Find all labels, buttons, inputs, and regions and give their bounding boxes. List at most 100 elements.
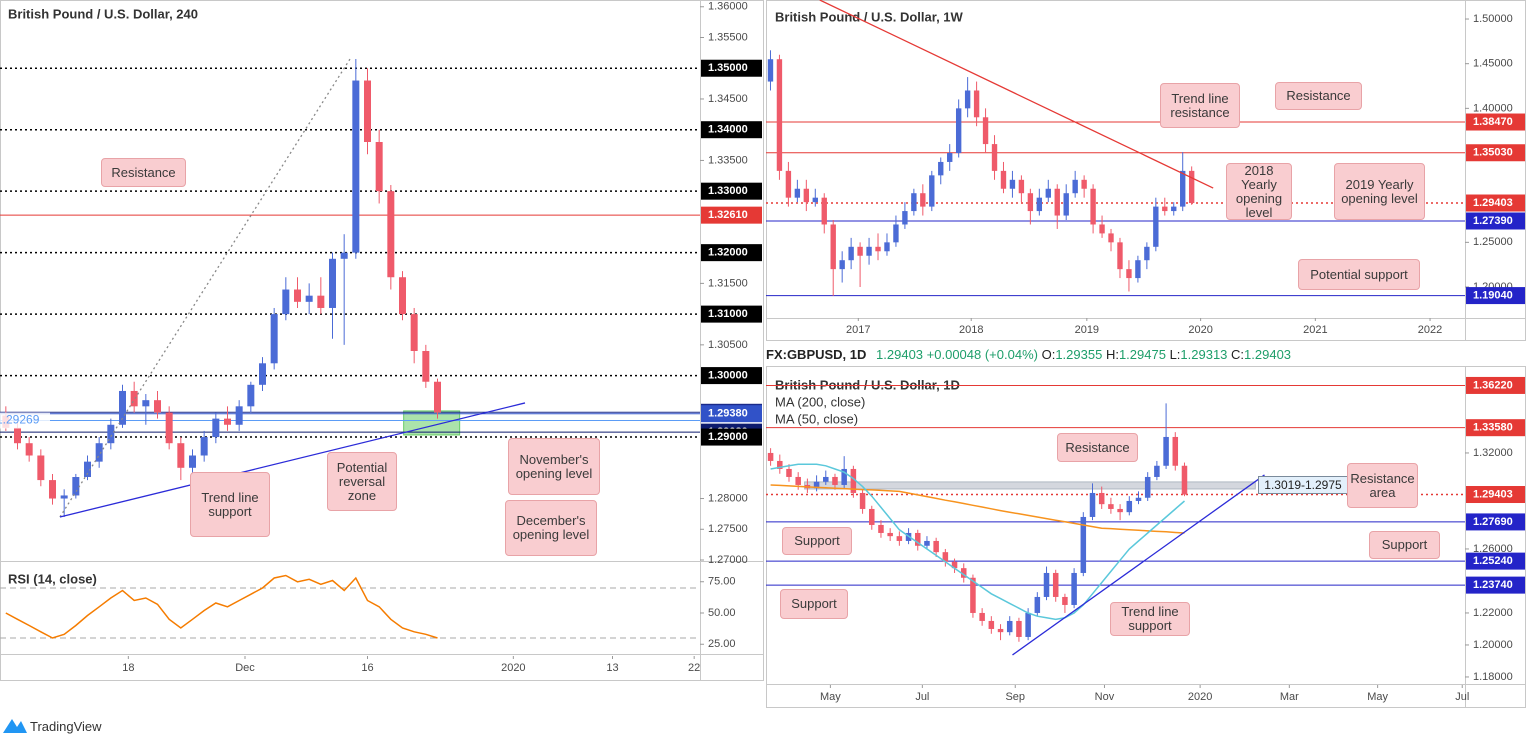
- candle-body: [1063, 193, 1069, 216]
- candle-body: [893, 224, 899, 243]
- candle-body: [1052, 572, 1059, 597]
- frame: [0, 0, 764, 681]
- candle-body: [951, 561, 958, 569]
- level-tag: [701, 206, 762, 224]
- candle-body: [848, 246, 854, 261]
- level-label: 1.19040: [1473, 289, 1513, 301]
- candle-body: [902, 211, 908, 225]
- candle-body: [329, 258, 336, 308]
- candle-body: [352, 80, 360, 253]
- ohlc-value: 1.29313: [1180, 347, 1228, 362]
- level-label: 1.32610: [708, 209, 748, 221]
- candle-body: [884, 242, 890, 252]
- candle-body: [107, 424, 115, 444]
- candle-body: [14, 427, 21, 444]
- zone-label: 1.3019-1.2975: [1258, 476, 1348, 495]
- x-tick-label: 2021: [1303, 324, 1327, 336]
- candle-body: [1099, 224, 1105, 234]
- candle-body: [142, 400, 150, 407]
- candle-body: [165, 412, 173, 444]
- candle-body: [1089, 492, 1096, 517]
- callout: Trend line support: [1110, 602, 1190, 636]
- y-tick-label: 1.27500: [708, 523, 748, 535]
- level-label: 1.35030: [1473, 147, 1513, 159]
- candle-body: [1009, 179, 1016, 189]
- y-tick-label: 1.26000: [1473, 543, 1513, 555]
- candle-body: [189, 455, 196, 468]
- candle-body: [794, 188, 801, 198]
- candle-body: [1006, 620, 1013, 633]
- callout: Trend line resistance: [1160, 83, 1240, 128]
- candle-body: [924, 540, 930, 546]
- ohlc-key: O:: [1041, 347, 1056, 362]
- level-label: 1.29000: [708, 431, 748, 443]
- candle-body: [878, 524, 884, 533]
- level-tag: [701, 121, 762, 139]
- candle-body: [850, 468, 857, 493]
- y-tick-label: 1.35500: [708, 31, 748, 43]
- level-label: 1.33580: [1473, 422, 1513, 434]
- candle-body: [1043, 572, 1050, 597]
- y-tick-label: 1.28000: [708, 492, 748, 504]
- level-label: 1.32000: [708, 247, 748, 259]
- level-tag: [701, 405, 762, 423]
- callout: November's opening level: [508, 438, 600, 495]
- candle-body: [95, 443, 103, 462]
- candle-body: [942, 552, 949, 562]
- candle-body: [1181, 465, 1188, 495]
- candle-body: [49, 480, 56, 499]
- candle-body: [1144, 246, 1150, 261]
- brand: TradingView: [30, 719, 102, 734]
- candle-body: [72, 477, 80, 496]
- level-label: 1.35000: [708, 62, 748, 74]
- candle-body: [1154, 465, 1160, 477]
- candle-body: [875, 246, 881, 252]
- x-tick-label: Jul: [915, 691, 929, 703]
- candle-body: [795, 476, 801, 485]
- candle-body: [1171, 206, 1177, 212]
- x-tick-label: 16: [361, 662, 373, 674]
- level-label: 1.29269: [0, 413, 40, 427]
- candle-body: [1081, 179, 1087, 189]
- legend-entry: MA (200, close): [775, 394, 865, 409]
- candle-body: [777, 460, 783, 469]
- candle-body: [235, 406, 243, 425]
- level-tag: [1466, 419, 1525, 437]
- candle-body: [997, 628, 1004, 633]
- ohlc-value: 1.29403: [1244, 347, 1292, 362]
- y-tick-label: 1.36000: [708, 1, 748, 13]
- candle-body: [130, 390, 138, 407]
- candle-body: [929, 175, 935, 207]
- candle-body: [305, 295, 313, 302]
- x-tick-label: 2018: [959, 324, 983, 336]
- candle-body: [1108, 504, 1114, 509]
- callout: Resistance: [1275, 82, 1362, 110]
- ma-line: [770, 463, 1185, 621]
- trend-line: [1012, 474, 1265, 656]
- y-tick-label: 1.50000: [1473, 13, 1513, 25]
- candle-body: [1117, 508, 1123, 513]
- candle-body: [767, 452, 774, 461]
- y-tick-label: 1.27000: [708, 554, 748, 566]
- level-label: 1.33000: [708, 185, 748, 197]
- level-label: 1.29403: [1473, 197, 1513, 209]
- level-label: 1.30000: [708, 369, 748, 381]
- ohlc-value: 1.29475: [1118, 347, 1166, 362]
- candle-body: [200, 437, 208, 456]
- chart-title: British Pound / U.S. Dollar, 1W: [775, 9, 964, 24]
- y-tick-label: 50.00: [708, 607, 736, 619]
- level-label: 1.27690: [1473, 516, 1513, 528]
- candle-body: [1018, 179, 1025, 194]
- x-tick-label: 22: [688, 662, 700, 674]
- candle-body: [1117, 242, 1123, 270]
- x-tick-label: Nov: [1095, 691, 1115, 703]
- candle-body: [1072, 179, 1078, 194]
- candle-body: [259, 363, 266, 385]
- candle-body: [960, 568, 967, 578]
- callout: Resistance: [1057, 433, 1138, 462]
- candle-body: [1180, 170, 1186, 207]
- level-tag: [1466, 576, 1525, 594]
- level-label: 1.23740: [1473, 579, 1513, 591]
- candle-body: [422, 350, 430, 382]
- candle-body: [785, 170, 792, 198]
